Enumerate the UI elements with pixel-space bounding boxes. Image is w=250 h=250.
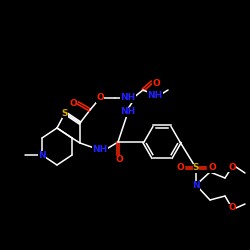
- Text: NH: NH: [148, 90, 162, 100]
- Text: O: O: [96, 94, 104, 102]
- Text: O: O: [69, 98, 77, 108]
- Text: NH: NH: [120, 108, 136, 116]
- Text: NH: NH: [92, 146, 108, 154]
- Text: N: N: [192, 180, 200, 190]
- Text: O: O: [208, 164, 216, 172]
- Text: S: S: [62, 108, 68, 118]
- Text: NH: NH: [120, 94, 136, 102]
- Text: N: N: [38, 150, 46, 160]
- Text: O: O: [152, 80, 160, 88]
- Text: O: O: [176, 164, 184, 172]
- Text: O: O: [228, 204, 236, 212]
- Text: O: O: [115, 156, 123, 164]
- Text: S: S: [193, 164, 199, 172]
- Text: O: O: [228, 162, 236, 172]
